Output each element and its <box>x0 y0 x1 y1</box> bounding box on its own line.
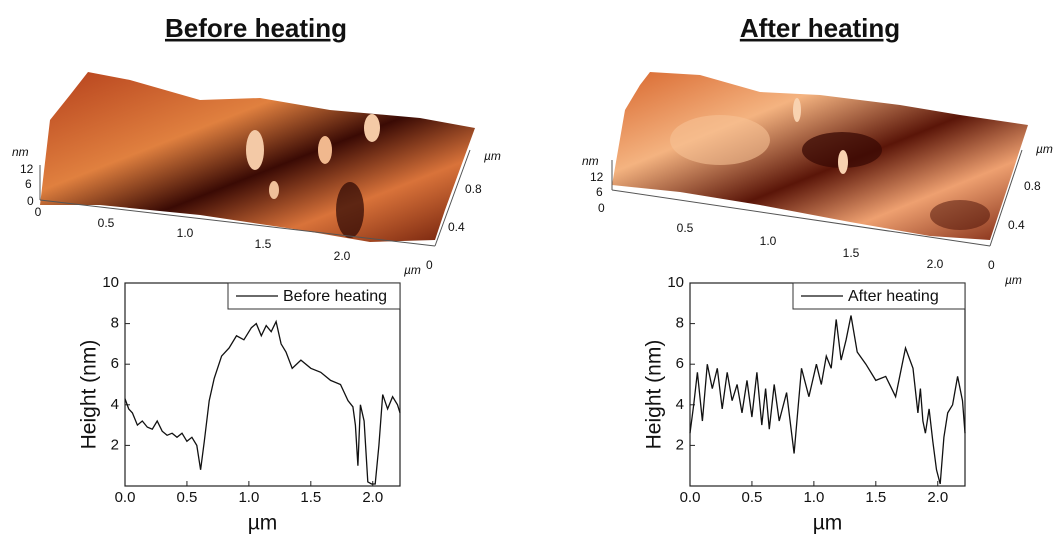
panel-title: Before heating <box>165 13 347 43</box>
y-tick: 0.8 <box>465 182 482 196</box>
x-tick-label: 2.0 <box>362 489 383 506</box>
y-tick-label: 8 <box>676 315 684 332</box>
y-tick-label: 4 <box>676 396 684 413</box>
y-tick-label: 6 <box>111 355 119 372</box>
afm-surface <box>611 72 1028 247</box>
x-tick-label: 1.0 <box>803 489 824 506</box>
x-tick-label: 0.0 <box>115 489 136 506</box>
y-tick: 0.4 <box>1008 218 1025 232</box>
y-tick: 0.4 <box>448 220 465 234</box>
y-tick-label: 6 <box>676 355 684 372</box>
x-tick-label: 1.0 <box>238 489 259 506</box>
x-axis-label: µm <box>813 512 843 534</box>
y-tick-label: 2 <box>676 436 684 453</box>
z-tick: 12 <box>590 170 604 184</box>
z-unit: nm <box>12 145 29 159</box>
x-tick-label: 1.5 <box>300 489 321 506</box>
y-tick: 0 <box>426 258 433 272</box>
z-tick: 0 <box>598 201 605 215</box>
y-tick-label: 4 <box>111 396 119 413</box>
z-unit: nm <box>582 154 599 168</box>
x-tick: 1.0 <box>760 234 777 248</box>
x-tick: 2.0 <box>334 249 351 263</box>
x-tick: 2.0 <box>927 257 944 271</box>
x-tick: 0 <box>35 205 42 219</box>
x-tick: 1.0 <box>177 226 194 240</box>
x-tick-label: 1.5 <box>865 489 886 506</box>
x-unit: µm <box>1005 273 1022 287</box>
z-tick: 0 <box>27 194 34 208</box>
legend-label: Before heating <box>283 288 387 305</box>
panel-title: After heating <box>740 13 900 43</box>
plot-frame <box>689 282 966 487</box>
y-axis-label: Height (nm) <box>78 340 101 450</box>
data-line <box>124 319 401 485</box>
x-tick-label: 0.5 <box>177 489 198 506</box>
y-tick-label: 10 <box>667 274 684 291</box>
y-unit: µm <box>1036 142 1053 156</box>
x-tick: 0.5 <box>677 221 694 235</box>
x-axis-label: µm <box>248 512 278 534</box>
y-tick-label: 10 <box>102 274 119 291</box>
afm-surface <box>39 72 475 247</box>
z-tick: 12 <box>20 162 34 176</box>
z-tick: 6 <box>596 185 603 199</box>
y-axis-label: Height (nm) <box>643 340 666 450</box>
x-tick-label: 2.0 <box>927 489 948 506</box>
x-tick: 1.5 <box>255 237 272 251</box>
y-unit: µm <box>484 149 501 163</box>
x-tick: 1.5 <box>843 246 860 260</box>
legend-label: After heating <box>848 288 939 305</box>
x-unit: µm <box>404 263 421 277</box>
x-tick-label: 0.0 <box>680 489 701 506</box>
y-tick: 0 <box>988 258 995 272</box>
y-tick-label: 2 <box>111 436 119 453</box>
y-tick-label: 8 <box>111 315 119 332</box>
data-line <box>689 315 966 485</box>
x-tick: 0.5 <box>98 216 115 230</box>
y-tick: 0.8 <box>1024 179 1041 193</box>
z-tick: 6 <box>25 177 32 191</box>
x-tick-label: 0.5 <box>742 489 763 506</box>
